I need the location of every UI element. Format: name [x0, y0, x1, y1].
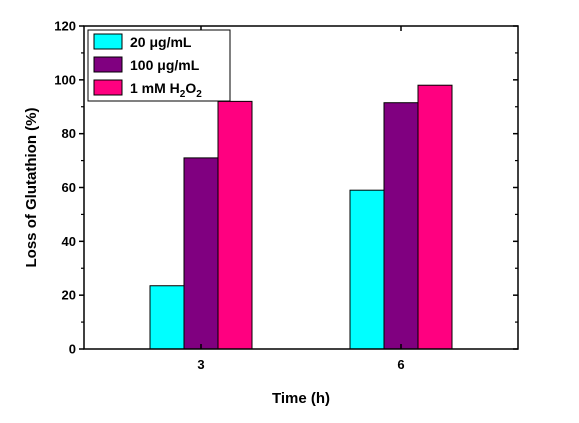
legend-swatch — [93, 79, 123, 96]
x-tick-label: 6 — [397, 357, 404, 372]
x-tick-label: 3 — [197, 357, 204, 372]
y-axis: 0 20 40 60 80 100 120 — [54, 19, 518, 357]
bar — [183, 157, 219, 350]
y-tick-label: 40 — [62, 234, 76, 249]
legend: 20 μg/mL 100 μg/mL 1 mM H2O2 — [87, 29, 231, 102]
y-tick-label: 0 — [69, 342, 76, 357]
y-tick-label: 120 — [54, 19, 76, 34]
y-tick-label: 80 — [62, 126, 76, 141]
legend-swatch — [93, 33, 123, 50]
bar — [217, 100, 253, 350]
y-tick-label: 20 — [62, 288, 76, 303]
y-tick-label: 60 — [62, 180, 76, 195]
bar — [149, 285, 185, 350]
bars-group — [149, 84, 453, 350]
bar — [383, 102, 419, 350]
bar — [417, 84, 453, 350]
x-axis-title: Time (h) — [272, 390, 330, 407]
legend-swatch — [93, 56, 123, 73]
legend-label: 100 μg/mL — [130, 57, 200, 73]
legend-label: 20 μg/mL — [130, 34, 192, 50]
bar — [349, 189, 385, 350]
y-tick-label: 100 — [54, 72, 76, 87]
y-axis-title: Loss of Glutathion (%) — [23, 108, 40, 268]
legend-label: 1 mM H2O2 — [130, 80, 202, 100]
